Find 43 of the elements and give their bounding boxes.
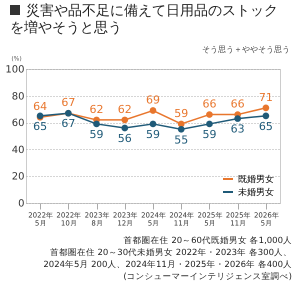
text: 2024年5月 200人、2024年11月・2025年・2026年 各400人 <box>43 259 292 271</box>
legend-label: 未婚男女 <box>238 187 274 198</box>
point <box>150 107 156 114</box>
text: 首都圏在住 20～60代既婚男女 各1,000人 <box>122 235 292 247</box>
data-label: 59 <box>90 128 104 141</box>
text: 首都圏在住 20～30代未婚男女 2022年・2023年 各300人、 <box>48 247 292 259</box>
data-label: 66 <box>202 98 216 111</box>
y-tick-label: 0 <box>18 198 24 210</box>
legend-label: 既婚男女 <box>238 174 274 185</box>
point <box>262 112 270 120</box>
data-label: 66 <box>230 98 245 111</box>
y-tick-label: 60 <box>12 118 24 130</box>
data-label: 62 <box>118 102 132 116</box>
point <box>206 120 213 128</box>
point <box>234 115 242 122</box>
y-tick-label: 100 <box>5 64 24 76</box>
data-label: 69 <box>146 94 160 107</box>
point <box>206 111 213 118</box>
chart-title: 災害や品不足に備えて日用品のストックを増やそうと思う <box>10 3 278 36</box>
chart-subtitle: そう思う＋ややそう思う <box>202 44 290 55</box>
data-label: 71 <box>258 90 273 104</box>
data-label: 67 <box>61 117 76 130</box>
data-label: 56 <box>118 132 132 145</box>
point <box>121 124 128 132</box>
data-label: 64 <box>33 100 48 114</box>
data-label: 65 <box>33 120 48 133</box>
data-label: 65 <box>258 120 273 133</box>
y-tick-label: 40 <box>12 144 24 156</box>
y-tick-label: 20 <box>12 172 24 183</box>
point <box>121 116 128 124</box>
data-label: 59 <box>174 106 188 120</box>
point <box>178 126 185 133</box>
data-label: 62 <box>90 102 104 116</box>
data-label: 59 <box>146 128 160 141</box>
y-tick-label: 80 <box>12 91 24 102</box>
point <box>93 120 100 128</box>
point <box>262 104 270 112</box>
data-label: 59 <box>202 128 216 141</box>
point <box>150 120 156 128</box>
data-label: 55 <box>174 133 188 146</box>
data-label: 63 <box>230 122 245 136</box>
text: (コンシューマーインテリジェンス室調べ) <box>122 271 292 283</box>
data-label: 67 <box>61 96 76 110</box>
